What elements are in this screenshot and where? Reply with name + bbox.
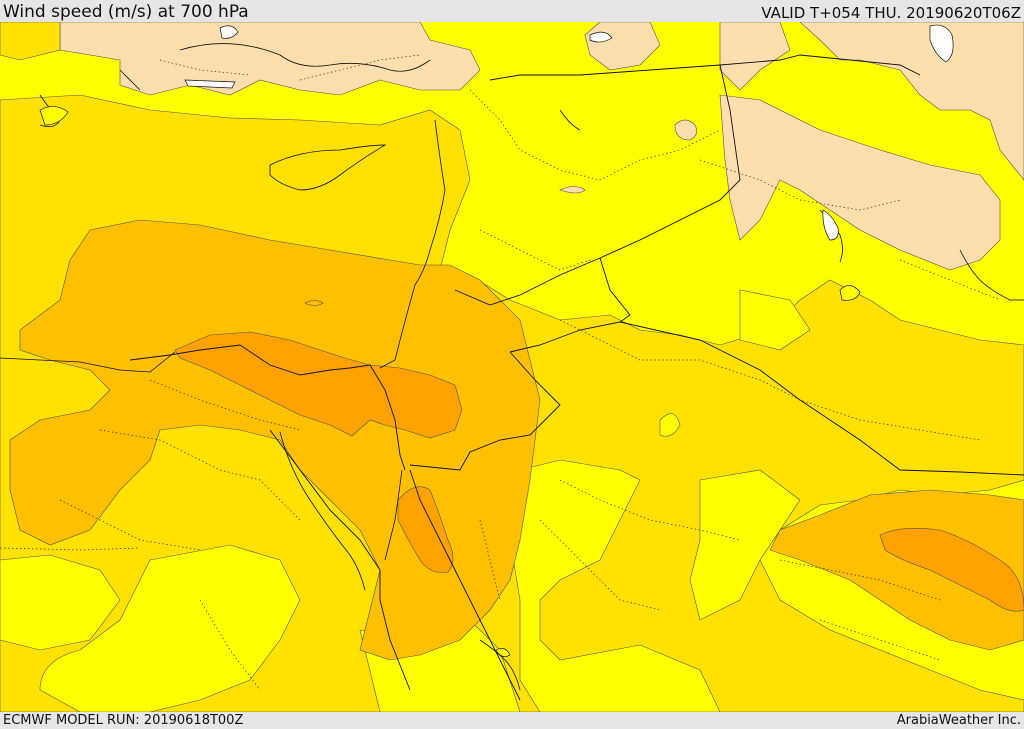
valid-time-label: VALID T+054 THU. 20190620T06Z: [761, 4, 1021, 22]
wind-band-orange: [9, 219, 1024, 661]
wind-band-yellow-patches: [0, 289, 811, 712]
header-bar: Wind speed (m/s) at 700 hPa VALID T+054 …: [0, 0, 1024, 22]
model-run-label: ECMWF MODEL RUN: 20190618T00Z: [3, 713, 244, 728]
wind-band-dark-orange: [174, 331, 1024, 612]
inland-water: [184, 24, 954, 241]
islands: [39, 106, 861, 657]
coastlines: [0, 43, 1024, 691]
wind-speed-map: [0, 22, 1024, 712]
footer-bar: ECMWF MODEL RUN: 20190618T00Z ArabiaWeat…: [0, 712, 1024, 729]
credit-label: ArabiaWeather Inc.: [896, 713, 1021, 728]
country-borders-internal: [0, 54, 1001, 691]
map-title: Wind speed (m/s) at 700 hPa: [3, 2, 249, 22]
map-canvas: [0, 22, 1024, 712]
national-boundaries: [129, 54, 1024, 701]
